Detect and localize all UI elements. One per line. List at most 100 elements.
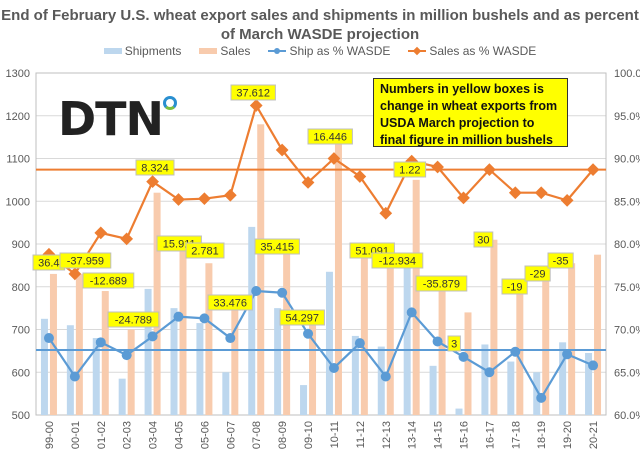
note-box: Numbers in yellow boxes is change in whe…: [373, 78, 568, 147]
ship-pct-point: [588, 360, 599, 371]
ship-pct-point: [303, 328, 314, 339]
shipments-bar: [429, 365, 437, 415]
sales-bar: [127, 329, 135, 415]
sales-bar: [490, 239, 498, 415]
annotation-label: 35.415: [260, 242, 294, 254]
annotation-box: [59, 252, 112, 269]
shipments-bar: [274, 308, 282, 415]
sales-bar: [386, 261, 394, 415]
annotation-label: 3: [451, 339, 457, 351]
x-tick: 01-02: [96, 421, 108, 449]
x-tick: 06-07: [225, 421, 237, 449]
annotation-label: -12.934: [379, 256, 416, 268]
ship-pct-point: [121, 350, 132, 361]
annotation-box: [185, 242, 225, 259]
ship-pct-point: [380, 371, 391, 382]
ship-pct-point: [406, 307, 417, 318]
shipments-bar: [196, 323, 204, 415]
annotation-label: 37.612: [236, 88, 270, 100]
legend-shipments: Shipments: [103, 44, 182, 58]
annotation-box: [547, 252, 574, 269]
sales-pct-point: [198, 192, 211, 206]
shipments-bar: [403, 267, 411, 415]
x-tick: 10-11: [329, 421, 341, 448]
sales-pct-point: [483, 163, 496, 176]
ship-pct-point: [95, 337, 106, 348]
ship-pct-point: [510, 346, 521, 357]
sales-pct-point: [301, 176, 315, 189]
legend-label: Sales: [220, 44, 251, 58]
dtn-logo: DTN: [58, 92, 178, 146]
x-tick: 19-20: [562, 421, 574, 449]
sales-pct-point: [327, 152, 341, 165]
y-tick-left: 1300: [6, 68, 30, 80]
annotation-label: -12.689: [90, 276, 127, 288]
annotation-label: 1.22: [399, 165, 420, 177]
x-tick: 08-09: [277, 421, 289, 449]
annotation-label: 30: [477, 235, 489, 247]
sales-bar: [231, 308, 239, 415]
x-tick: 09-10: [303, 421, 315, 449]
legend-label: Ship as % WASDE: [289, 44, 391, 58]
sales-pct-point: [431, 160, 444, 174]
ship-pct-point: [147, 331, 158, 342]
shipments-bar: [222, 372, 230, 415]
ship-pct-point: [432, 336, 443, 347]
sales-bar: [594, 254, 602, 415]
x-tick: 03-04: [148, 421, 160, 449]
legend-label: Shipments: [124, 44, 182, 58]
sales-pct-line: [48, 102, 594, 276]
annotation-label: -19: [507, 282, 523, 294]
ship-pct-point: [43, 333, 54, 344]
annotation-box: [254, 238, 300, 255]
annotation-box: [307, 128, 353, 145]
x-tick: 11-12: [355, 421, 367, 448]
annotation-label: 36.4: [38, 258, 59, 270]
sales-pct-point: [120, 232, 134, 246]
x-tick: 99-00: [44, 421, 56, 449]
annotation-label: 16.446: [313, 132, 347, 144]
x-tick: 12-13: [381, 421, 393, 449]
sales-bar: [179, 246, 187, 415]
x-tick: 02-03: [122, 421, 134, 449]
shipments-bar: [455, 408, 463, 415]
sales-bar: [153, 192, 161, 415]
plot-border: [35, 72, 607, 416]
ship-pct-point: [328, 362, 339, 373]
sales-pct-point: [146, 175, 159, 188]
annotation-box: [415, 275, 468, 292]
annotation-box: [207, 294, 253, 311]
annotation-box: [501, 278, 528, 295]
ship-pct-point: [536, 392, 547, 403]
annotation-label: -37.959: [67, 256, 104, 268]
shipments-bar: [92, 338, 100, 415]
ship-pct-point: [277, 287, 288, 298]
shipments-bar: [585, 353, 593, 415]
shipments-bar: [481, 344, 489, 415]
sales-pct-point: [457, 191, 470, 205]
sales-bar: [334, 137, 342, 415]
sales-bar: [75, 273, 83, 415]
legend-sales-pct: Sales as % WASDE: [408, 44, 536, 58]
sales-bar: [360, 250, 368, 415]
y-tick-left: 600: [12, 367, 30, 379]
y-tick-right: 65.0%: [614, 367, 640, 379]
sales-pct-point: [534, 186, 548, 200]
ship-pct-point: [69, 371, 80, 382]
sales-bar: [257, 124, 265, 416]
sales-pct-point: [68, 267, 82, 281]
shipments-bar: [507, 361, 515, 415]
annotation-label: -35: [553, 256, 569, 268]
x-tick: 15-16: [459, 421, 471, 449]
legend-sales: Sales: [199, 44, 250, 58]
legend-ship-pct: Ship as % WASDE: [268, 44, 390, 58]
sales-pct-point: [94, 226, 108, 240]
annotation-box: [371, 252, 424, 269]
y-tick-right: 75.0%: [614, 282, 640, 294]
annotation-label: 33.476: [213, 298, 247, 310]
annotation-label: 54.297: [285, 313, 319, 325]
shipments-bar: [325, 271, 333, 415]
annotation-label: -35.879: [423, 279, 460, 291]
annotation-box: [107, 311, 160, 328]
x-tick: 20-21: [588, 421, 600, 449]
